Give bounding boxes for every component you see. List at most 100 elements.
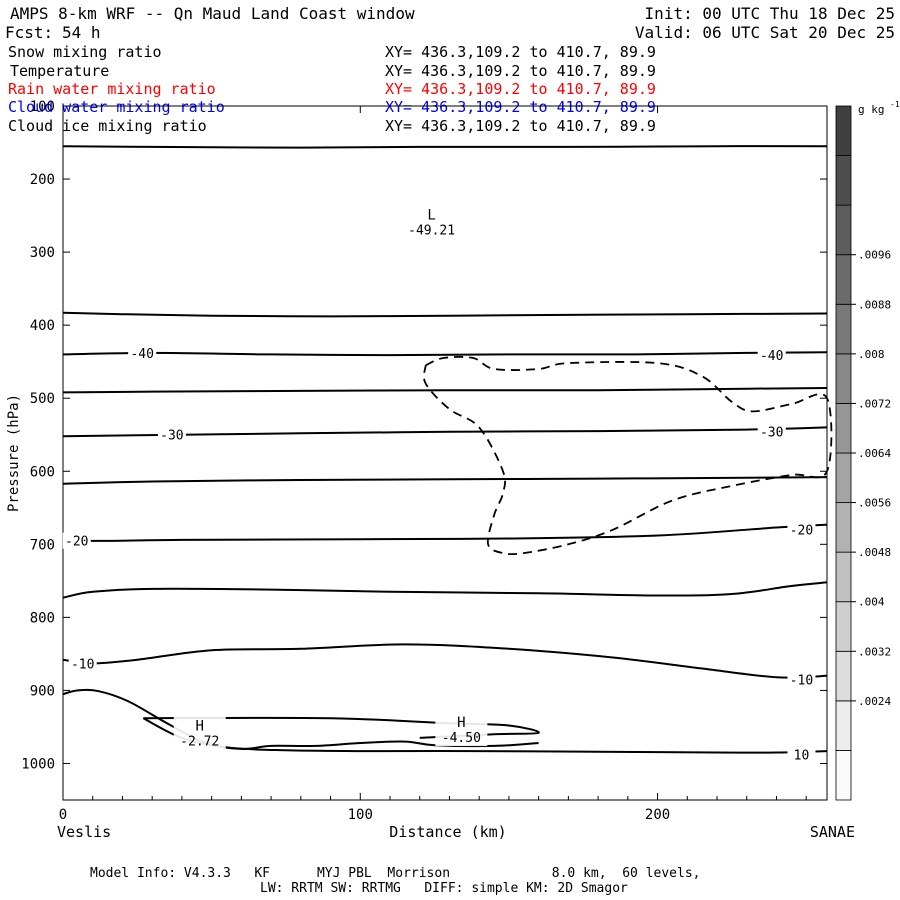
colorbar-segment bbox=[835, 650, 852, 702]
colorbar-tick-label: .0024 bbox=[858, 695, 891, 708]
colorbar-segment bbox=[835, 155, 852, 206]
y-tick-label: 500 bbox=[30, 391, 55, 407]
y-tick-label: 700 bbox=[30, 537, 55, 553]
colorbar-tick-label: .0096 bbox=[858, 249, 891, 262]
temperature-contour-line bbox=[62, 351, 828, 357]
x-left-endpoint-label: Veslis bbox=[57, 823, 111, 841]
contour-label-bg bbox=[128, 344, 157, 361]
contour-label-bg bbox=[157, 426, 186, 443]
legend-xy: XY= 436.3,109.2 to 410.7, 89.9 bbox=[385, 98, 656, 116]
surface-profile-line bbox=[62, 688, 539, 750]
colorbar-segment bbox=[835, 601, 852, 652]
y-tick-label: 800 bbox=[30, 610, 55, 626]
contour-label: -40 bbox=[760, 349, 783, 364]
legend-xy: XY= 436.3,109.2 to 410.7, 89.9 bbox=[385, 62, 656, 80]
center-value: -49.21 bbox=[408, 223, 455, 238]
colorbar-segment bbox=[835, 353, 852, 404]
temperature-contour-line bbox=[62, 643, 828, 679]
legend-name: Rain water mixing ratio bbox=[8, 80, 216, 98]
center-marker: H bbox=[457, 715, 465, 731]
colorbar-tick-label: .0072 bbox=[858, 397, 891, 410]
center-label-bg bbox=[405, 204, 458, 239]
colorbar-tick-label: .0048 bbox=[858, 546, 891, 559]
contour-label: -30 bbox=[160, 429, 183, 444]
legend-name: Temperature bbox=[10, 62, 109, 80]
colorbar-tick-label: .008 bbox=[858, 348, 885, 361]
y-tick-label: 600 bbox=[30, 464, 55, 480]
contour-label: -10 bbox=[71, 657, 94, 672]
contour-label: -10 bbox=[790, 673, 813, 688]
legend-name: Cloud ice mixing ratio bbox=[8, 117, 207, 135]
colorbar-tick-label: .0056 bbox=[858, 497, 891, 510]
contour-label: -20 bbox=[65, 535, 88, 550]
colorbar-segment bbox=[835, 403, 852, 454]
x-axis-label: Distance (km) bbox=[389, 823, 506, 841]
center-label-bg bbox=[173, 715, 226, 750]
temperature-contour-line bbox=[143, 716, 540, 739]
colorbar-segment bbox=[835, 204, 852, 256]
colorbar-segment bbox=[835, 254, 852, 305]
chart-title: AMPS 8-km WRF -- Qn Maud Land Coast wind… bbox=[10, 4, 415, 23]
colorbar-segment bbox=[835, 502, 852, 553]
colorbar-tick-label: .0064 bbox=[858, 447, 891, 460]
init-time: Init: 00 UTC Thu 18 Dec 25 bbox=[645, 4, 895, 23]
y-axis: 100 200 300 400 500 600 700 800 900 1000 bbox=[21, 99, 827, 772]
x-tick-label: 0 bbox=[59, 807, 67, 823]
forecast-hours: 54 h bbox=[62, 23, 101, 42]
temperature-contour-line bbox=[62, 523, 828, 542]
temperature-contours: -40 -40 -30 -30 -20 -20 -10 -10 10 bbox=[62, 145, 828, 764]
x-tick-label: 100 bbox=[348, 807, 373, 823]
contour-label-bg bbox=[787, 746, 816, 763]
legend-name: Snow mixing ratio bbox=[8, 43, 162, 61]
temperature-contour-line bbox=[62, 387, 828, 394]
colorbar-tick-label: .0032 bbox=[858, 645, 891, 658]
center-marker: H bbox=[196, 719, 204, 735]
colorbar-segment bbox=[835, 750, 852, 801]
contour-label-bg bbox=[68, 655, 97, 672]
colorbar-unit-exponent: -1 bbox=[890, 100, 900, 109]
contour-label: -40 bbox=[130, 347, 153, 362]
legend-xy: XY= 436.3,109.2 to 410.7, 89.9 bbox=[385, 80, 656, 98]
x-axis: 0 100 200 bbox=[59, 106, 807, 823]
valid-time: Valid: 06 UTC Sat 20 Dec 25 bbox=[635, 23, 895, 42]
plot-area bbox=[62, 105, 828, 801]
model-info-line-2: LW: RRTM SW: RRTMG DIFF: simple KM: 2D S… bbox=[260, 881, 628, 896]
center-value: -4.50 bbox=[442, 731, 481, 746]
model-info-line-1: Model Info: V4.3.3 KF MYJ PBL Morrison 8… bbox=[90, 866, 700, 881]
center-value: -2.72 bbox=[180, 735, 219, 750]
colorbar-segment bbox=[835, 551, 852, 603]
temperature-contour-line bbox=[62, 581, 828, 599]
contour-label: 10 bbox=[794, 749, 810, 764]
contour-label-bg bbox=[787, 671, 816, 688]
legend-name: Cloud water mixing ratio bbox=[8, 98, 225, 116]
forecast-label: Fcst: bbox=[5, 23, 53, 42]
colorbar-segment bbox=[835, 452, 852, 503]
y-tick-label: 200 bbox=[30, 172, 55, 188]
contour-label-bg bbox=[757, 346, 786, 363]
cloud-ice-contour bbox=[423, 355, 833, 556]
colorbar-unit: g kg bbox=[858, 103, 885, 116]
center-label-bg bbox=[435, 712, 488, 747]
y-tick-label: 100 bbox=[30, 99, 55, 115]
contour-label-bg bbox=[787, 521, 816, 538]
temperature-contour-line bbox=[62, 311, 828, 318]
contour-label: -20 bbox=[790, 524, 813, 539]
colorbar: .0024 .0032 .004 .0048 .0056 .0064 .0072 .008 .0… bbox=[835, 105, 891, 801]
legend-xy: XY= 436.3,109.2 to 410.7, 89.9 bbox=[385, 43, 656, 61]
colorbar-tick-label: .004 bbox=[858, 596, 885, 609]
y-tick-label: 400 bbox=[30, 318, 55, 334]
contour-label-bg bbox=[757, 423, 786, 440]
cloud-ice-contour-line bbox=[423, 355, 833, 556]
contour-label: -30 bbox=[760, 426, 783, 441]
x-tick-label: 200 bbox=[645, 807, 670, 823]
pressure-centers: L-49.21H-2.72H-4.50 bbox=[173, 204, 488, 750]
x-right-endpoint-label: SANAE bbox=[810, 823, 855, 841]
colorbar-segment bbox=[835, 700, 852, 751]
temperature-contour-line bbox=[62, 145, 828, 149]
y-tick-label: 900 bbox=[30, 683, 55, 699]
legend-xy: XY= 436.3,109.2 to 410.7, 89.9 bbox=[385, 117, 656, 135]
y-axis-label: Pressure (hPa) bbox=[6, 394, 22, 512]
legend: Snow mixing ratio XY= 436.3,109.2 to 410… bbox=[8, 43, 656, 135]
center-marker: L bbox=[427, 207, 435, 223]
